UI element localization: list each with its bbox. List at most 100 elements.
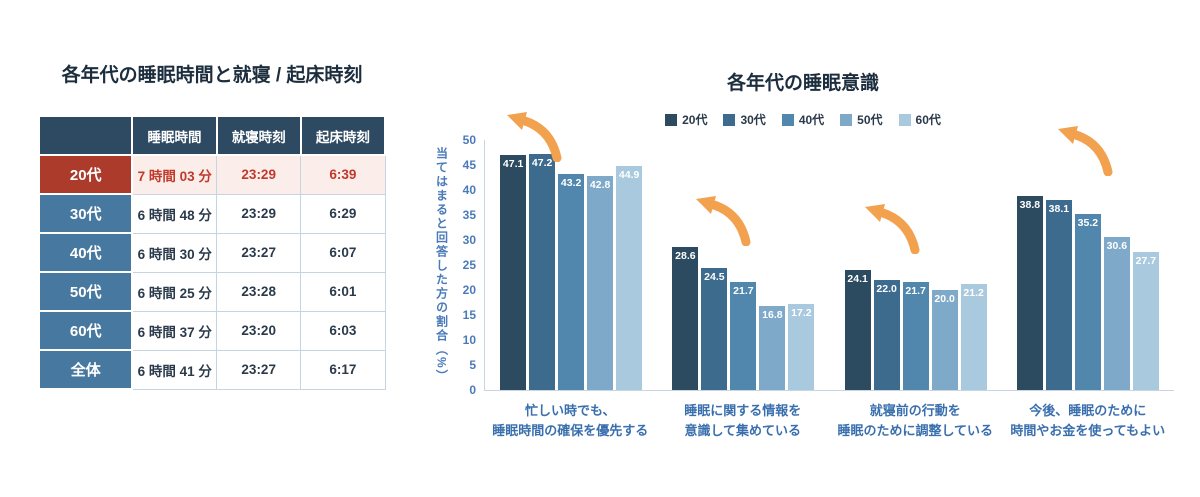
table-cell: 6 時間 48 分	[131, 193, 218, 234]
table-cell: 6 時間 37 分	[131, 310, 218, 351]
table-row: 20代 7 時間 03 分 23:29 6:39	[37, 154, 386, 195]
chart-title: 各年代の睡眠意識	[726, 73, 879, 94]
y-tick-label: 50	[462, 133, 476, 147]
y-tick-label: 5	[469, 358, 476, 372]
legend-label: 20代	[682, 113, 708, 127]
bar-value-label: 17.2	[791, 307, 812, 319]
y-tick-label: 25	[462, 258, 476, 272]
bar-value-label: 28.6	[675, 250, 696, 262]
x-axis-labels: 忙しい時でも、 睡眠時間の確保を優先する 睡眠に関する情報を 意識して集めている就…	[484, 401, 1174, 441]
bar-30代: 24.5	[701, 267, 728, 390]
legend-swatch-icon	[723, 113, 736, 126]
row-label: 全体	[37, 349, 134, 390]
bar-group: 47.1 47.2 43.2 42.8 44.9	[485, 140, 657, 390]
bar-40代: 21.7	[730, 281, 757, 390]
bar-20代: 28.6	[672, 247, 699, 390]
legend-label: 40代	[798, 113, 825, 127]
table-title: 各年代の睡眠時間と就寝 / 起床時刻	[61, 65, 363, 86]
legend-item: 50代	[840, 111, 883, 128]
category-label: 忙しい時でも、 睡眠時間の確保を優先する	[492, 403, 649, 439]
category-label: 今後、睡眠のために 時間やお金を使ってもよい	[1010, 403, 1166, 439]
bar-group: 24.1 22.0 21.7 20.0 21.2	[830, 140, 1002, 390]
bar-30代: 22.0	[873, 280, 900, 390]
sleep-awareness-chart-panel: 各年代の睡眠意識 20代 30代 40代 50代 60代 当てはまると回答した方の割合（…	[432, 54, 1174, 441]
chart-area: 当てはまると回答した方の割合（%） 50 45 40 35 30 25 20 15 10 5 0	[432, 112, 1174, 441]
table-row: 全体 6 時間 41 分 23:27 6:17	[37, 349, 386, 390]
trend-arrow-icon	[865, 204, 920, 254]
bar-50代: 30.6	[1103, 237, 1130, 390]
bar-60代: 44.9	[616, 165, 643, 390]
bar-group: 28.6 24.5 21.7 16.8 17.2	[657, 140, 829, 390]
bar-value-label: 24.1	[847, 272, 868, 285]
bar-30代: 38.1	[1045, 199, 1072, 390]
bar-40代: 35.2	[1074, 214, 1101, 390]
table-cell: 6:01	[300, 271, 386, 312]
table-row: 60代 6 時間 37 分 23:20 6:03	[37, 310, 386, 351]
legend-item: 30代	[723, 111, 766, 128]
table-cell: 23:27	[216, 232, 302, 273]
bar-50代: 42.8	[587, 176, 614, 390]
row-label: 40代	[37, 232, 134, 273]
bar-value-label: 22.0	[876, 283, 897, 295]
bar-value-label: 21.2	[963, 287, 984, 299]
bar-value-label: 24.5	[704, 270, 725, 283]
trend-arrow-icon	[696, 196, 751, 246]
legend-label: 60代	[915, 113, 941, 127]
legend-swatch-icon	[665, 113, 678, 126]
bar-30代: 47.2	[529, 154, 556, 390]
bar-60代: 17.2	[788, 304, 815, 390]
y-tick-label: 0	[469, 383, 476, 397]
bar-value-label: 44.9	[618, 168, 640, 181]
bar-value-label: 21.7	[733, 284, 754, 297]
table-cell: 23:28	[216, 271, 302, 312]
bar-60代: 27.7	[1132, 251, 1159, 390]
bar-value-label: 38.8	[1019, 199, 1041, 211]
trend-arrow-icon	[506, 112, 562, 162]
y-axis-title: 当てはまると回答した方の割合（%）	[434, 146, 449, 384]
chart-legend: 20代 30代 40代 50代 60代	[432, 111, 1174, 128]
bar-60代: 21.2	[960, 284, 987, 390]
legend-swatch-icon	[898, 113, 911, 126]
legend-item: 40代	[781, 111, 825, 128]
row-label: 20代	[37, 154, 134, 195]
category-label: 睡眠に関する情報を 意識して集めている	[684, 403, 802, 439]
y-tick-label: 15	[462, 308, 476, 322]
bar-20代: 38.8	[1016, 196, 1043, 390]
y-tick-label: 10	[462, 333, 476, 347]
legend-label: 50代	[857, 113, 883, 127]
table-cell: 7 時間 03 分	[131, 154, 218, 195]
table-cell: 23:29	[216, 154, 302, 195]
plot-area: 47.1 47.2 43.2 42.8 44.9 28.6 24.5 21.7 16.8 17.2…	[484, 112, 1174, 391]
row-label: 50代	[37, 271, 134, 312]
column-header: 就寝時刻	[215, 115, 302, 156]
bar-50代: 16.8	[759, 306, 786, 390]
column-header: 睡眠時間	[131, 115, 218, 156]
table-header-row: 睡眠時間 就寝時刻 起床時刻	[37, 115, 387, 156]
y-tick-label: 45	[462, 158, 476, 172]
bar-20代: 24.1	[844, 269, 871, 390]
trend-arrow-icon	[1057, 126, 1113, 176]
table-row: 50代 6 時間 25 分 23:28 6:01	[37, 271, 386, 312]
legend-swatch-icon	[840, 113, 853, 126]
table-cell: 6 時間 41 分	[131, 349, 218, 390]
row-label: 60代	[37, 310, 134, 351]
table-cell: 6:03	[300, 310, 386, 351]
y-tick-label: 30	[462, 233, 476, 247]
table-cell: 6:07	[300, 232, 386, 273]
corner-cell	[37, 115, 134, 156]
bar-40代: 21.7	[902, 281, 929, 390]
legend-item: 20代	[665, 111, 707, 128]
bar-value-label: 16.8	[762, 309, 783, 321]
bar-value-label: 42.8	[589, 179, 611, 191]
table-cell: 6:17	[300, 349, 386, 390]
y-tick-label: 35	[462, 208, 476, 222]
legend-swatch-icon	[781, 113, 794, 126]
legend-item: 60代	[898, 111, 941, 128]
table-cell: 6 時間 30 分	[131, 232, 218, 273]
sleep-time-table-panel: 各年代の睡眠時間と就寝 / 起床時刻 睡眠時間 就寝時刻 起床時刻 20代 7 時間 …	[37, 60, 387, 390]
y-axis: 50 45 40 35 30 25 20 15 10 5 0	[452, 133, 484, 397]
table-cell: 6:29	[300, 193, 386, 234]
table-cell: 23:20	[216, 310, 302, 351]
column-header: 起床時刻	[299, 115, 387, 156]
bar-value-label: 30.6	[1106, 240, 1128, 252]
